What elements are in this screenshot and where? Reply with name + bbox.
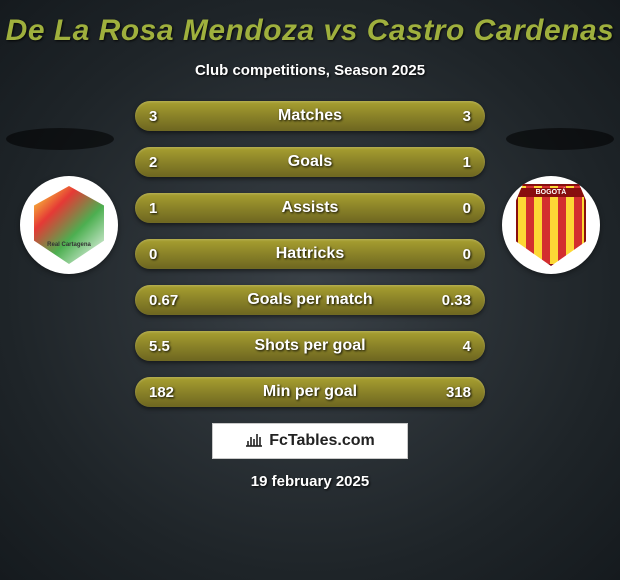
player-shadow-left — [6, 128, 114, 150]
stat-left-value: 0.67 — [149, 292, 178, 309]
stat-label: Hattricks — [276, 245, 344, 263]
date-text: 19 february 2025 — [0, 473, 620, 490]
badge-circle — [502, 176, 600, 274]
stat-right-value: 318 — [446, 384, 471, 401]
subtitle: Club competitions, Season 2025 — [0, 62, 620, 79]
team-badge-right — [502, 176, 600, 274]
badge-circle — [20, 176, 118, 274]
stat-left-value: 1 — [149, 200, 157, 217]
stat-label: Matches — [278, 107, 342, 125]
stat-label: Goals per match — [247, 291, 372, 309]
stat-row-matches: 3 Matches 3 — [135, 101, 485, 131]
stat-label: Assists — [282, 199, 339, 217]
crest-bogota-fc — [516, 184, 586, 266]
stat-label: Goals — [288, 153, 332, 171]
stat-row-hattricks: 0 Hattricks 0 — [135, 239, 485, 269]
stat-right-value: 0 — [463, 200, 471, 217]
brand-box[interactable]: FcTables.com — [212, 423, 408, 459]
stat-row-assists: 1 Assists 0 — [135, 193, 485, 223]
stat-label: Min per goal — [263, 383, 357, 401]
stat-right-value: 3 — [463, 108, 471, 125]
stat-label: Shots per goal — [254, 337, 365, 355]
stat-row-goals: 2 Goals 1 — [135, 147, 485, 177]
stats-container: 3 Matches 3 2 Goals 1 1 Assists 0 0 Hatt… — [135, 101, 485, 407]
stat-row-min-per-goal: 182 Min per goal 318 — [135, 377, 485, 407]
stat-left-value: 182 — [149, 384, 174, 401]
chart-icon — [245, 431, 263, 452]
stat-row-goals-per-match: 0.67 Goals per match 0.33 — [135, 285, 485, 315]
team-badge-left — [20, 176, 118, 274]
stat-left-value: 3 — [149, 108, 157, 125]
stat-right-value: 0 — [463, 246, 471, 263]
page-title: De La Rosa Mendoza vs Castro Cardenas — [0, 0, 620, 48]
stat-right-value: 1 — [463, 154, 471, 171]
stat-right-value: 4 — [463, 338, 471, 355]
stat-row-shots-per-goal: 5.5 Shots per goal 4 — [135, 331, 485, 361]
stat-right-value: 0.33 — [442, 292, 471, 309]
stat-left-value: 2 — [149, 154, 157, 171]
stat-left-value: 5.5 — [149, 338, 170, 355]
brand-text: FcTables.com — [269, 432, 375, 450]
stat-left-value: 0 — [149, 246, 157, 263]
player-shadow-right — [506, 128, 614, 150]
crest-real-cartagena — [34, 186, 104, 264]
